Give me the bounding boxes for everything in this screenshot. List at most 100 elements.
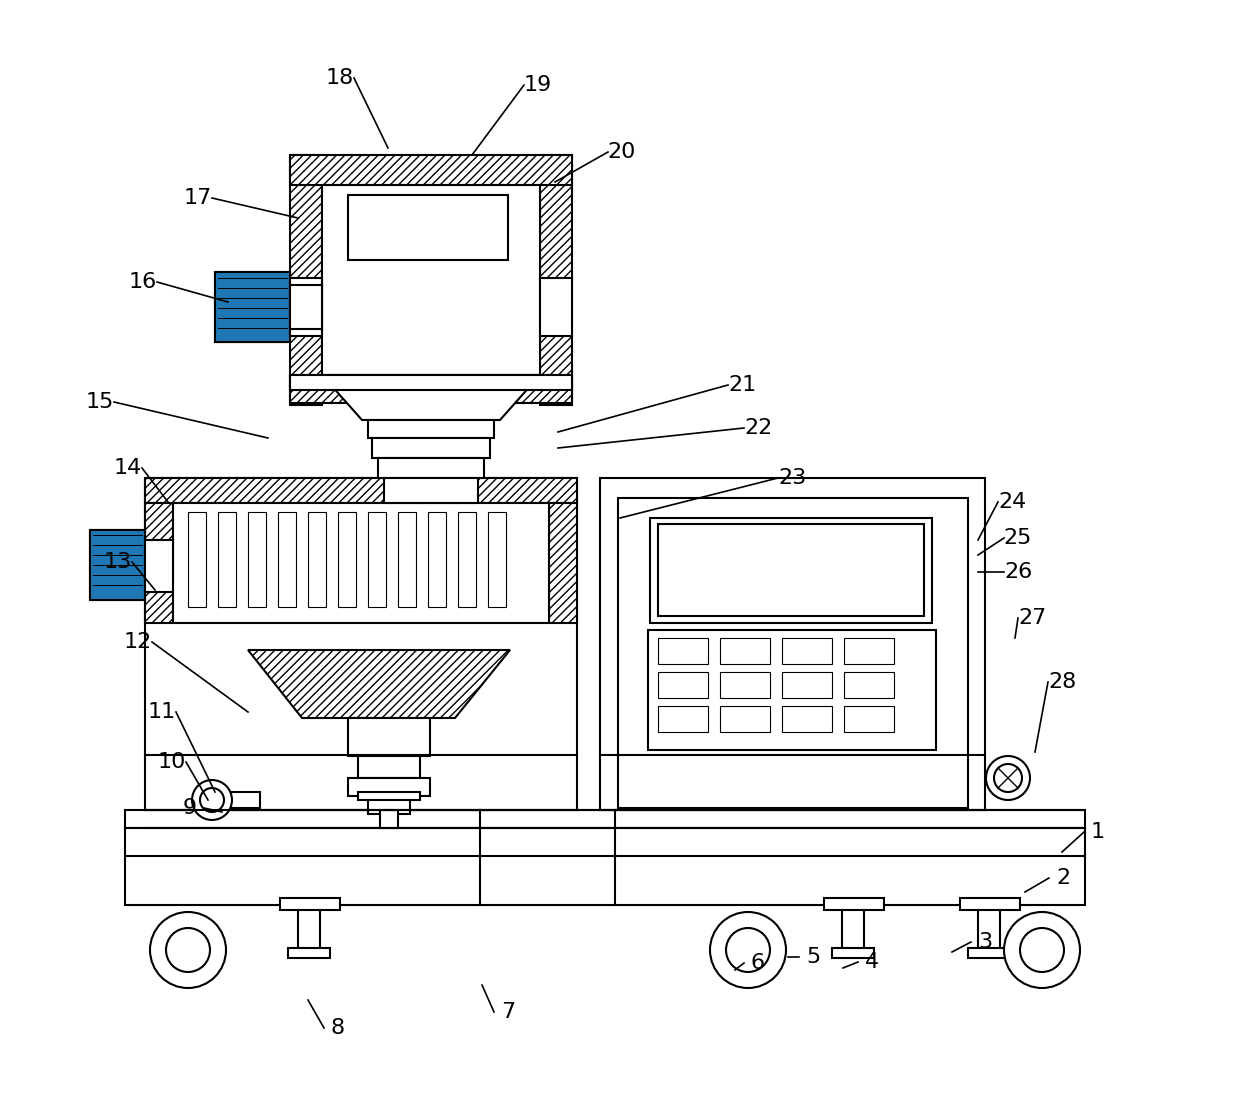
Text: 21: 21: [728, 375, 756, 395]
Bar: [720, 638, 770, 663]
Bar: [290, 375, 572, 390]
Bar: [145, 478, 577, 503]
Bar: [348, 195, 508, 260]
Bar: [372, 438, 490, 458]
Text: 13: 13: [104, 552, 133, 572]
Bar: [782, 638, 832, 663]
Bar: [278, 512, 296, 607]
Bar: [290, 375, 572, 403]
Bar: [379, 810, 398, 828]
Text: 7: 7: [501, 1002, 515, 1022]
Bar: [600, 478, 985, 810]
Bar: [229, 792, 260, 808]
Bar: [174, 503, 549, 623]
Text: 24: 24: [998, 491, 1027, 512]
Circle shape: [192, 780, 232, 820]
Bar: [844, 706, 894, 732]
Bar: [720, 706, 770, 732]
Text: 20: 20: [608, 142, 636, 162]
Bar: [218, 512, 236, 607]
Bar: [384, 478, 477, 503]
Bar: [539, 278, 572, 336]
Polygon shape: [248, 650, 510, 718]
Bar: [280, 898, 340, 910]
Bar: [658, 524, 924, 615]
Polygon shape: [322, 375, 539, 420]
Bar: [489, 512, 506, 607]
Text: 25: 25: [1004, 528, 1032, 548]
Bar: [968, 948, 1011, 958]
Bar: [398, 512, 415, 607]
Bar: [248, 512, 267, 607]
Bar: [720, 672, 770, 698]
Bar: [298, 908, 320, 956]
Bar: [658, 706, 708, 732]
Bar: [348, 718, 430, 756]
Bar: [125, 828, 1085, 856]
Text: 17: 17: [184, 188, 212, 208]
Circle shape: [150, 911, 226, 989]
Text: 27: 27: [1018, 608, 1047, 628]
Text: 18: 18: [326, 68, 355, 88]
Text: 11: 11: [148, 701, 176, 722]
Circle shape: [986, 756, 1030, 800]
Bar: [650, 518, 932, 623]
Text: 14: 14: [114, 458, 143, 478]
Circle shape: [200, 787, 224, 812]
Bar: [368, 512, 386, 607]
Bar: [960, 898, 1021, 910]
Text: 10: 10: [157, 752, 186, 772]
Bar: [658, 638, 708, 663]
Circle shape: [1021, 928, 1064, 972]
Text: 16: 16: [129, 273, 157, 292]
Bar: [322, 185, 539, 375]
Bar: [91, 529, 145, 600]
Text: 9: 9: [184, 798, 197, 818]
Text: 12: 12: [124, 632, 153, 652]
Bar: [145, 540, 174, 592]
Bar: [145, 503, 174, 623]
Bar: [290, 285, 322, 330]
Bar: [188, 512, 206, 607]
Bar: [125, 810, 1085, 828]
Bar: [348, 779, 430, 796]
Bar: [782, 706, 832, 732]
Bar: [428, 512, 446, 607]
Text: 4: 4: [866, 952, 879, 972]
Bar: [368, 796, 410, 814]
Bar: [358, 792, 420, 800]
Bar: [658, 672, 708, 698]
Bar: [844, 672, 894, 698]
Circle shape: [166, 928, 210, 972]
Bar: [549, 503, 577, 623]
Bar: [290, 155, 322, 405]
Bar: [832, 948, 874, 958]
Circle shape: [725, 928, 770, 972]
Bar: [618, 498, 968, 808]
Bar: [308, 512, 326, 607]
Circle shape: [1004, 911, 1080, 989]
Bar: [368, 420, 494, 438]
Bar: [290, 155, 572, 185]
Bar: [842, 908, 864, 956]
Bar: [215, 273, 290, 342]
Text: 5: 5: [806, 947, 820, 967]
Text: 28: 28: [1048, 672, 1076, 693]
Bar: [378, 458, 484, 478]
Bar: [978, 908, 999, 956]
Bar: [358, 756, 420, 779]
Bar: [91, 529, 145, 600]
Bar: [649, 630, 936, 750]
Bar: [539, 155, 572, 405]
Text: 26: 26: [1004, 562, 1032, 582]
Bar: [145, 478, 577, 810]
Circle shape: [711, 911, 786, 989]
Bar: [125, 855, 1085, 905]
Text: 1: 1: [1091, 822, 1105, 842]
Text: 22: 22: [744, 418, 773, 438]
Bar: [844, 638, 894, 663]
Text: 6: 6: [751, 953, 765, 973]
Bar: [458, 512, 476, 607]
Bar: [290, 278, 322, 336]
Bar: [288, 948, 330, 958]
